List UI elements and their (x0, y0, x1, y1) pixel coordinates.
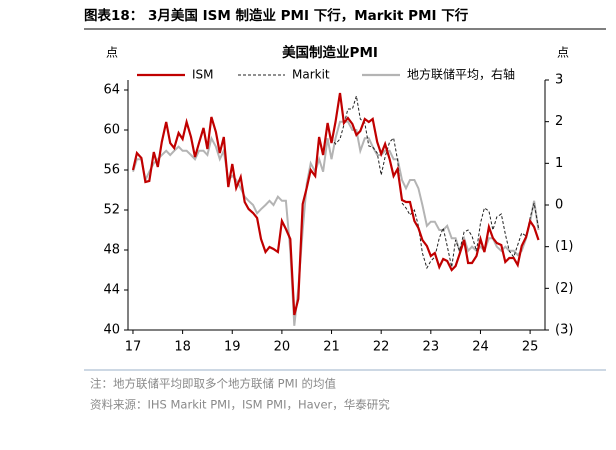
y-tick-label: 48 (103, 243, 120, 258)
x-tick-label: 23 (423, 340, 440, 355)
x-tick-label: 21 (323, 340, 340, 355)
y-unit: 点 (106, 46, 118, 60)
y-tick-label: 64 (103, 83, 120, 98)
y-tick-label: 60 (103, 123, 120, 138)
legend-label: 地方联储平均，右轴 (407, 67, 515, 82)
y-tick-label: 44 (103, 283, 120, 298)
y-tick-label: 56 (103, 163, 120, 178)
x-tick-label: 18 (174, 340, 191, 355)
y2-tick-label: 0 (555, 198, 563, 213)
x-tick-label: 17 (125, 340, 142, 355)
x-tick-label: 25 (522, 340, 539, 355)
x-tick-label: 24 (472, 340, 489, 355)
legend-label: ISM (192, 68, 214, 82)
y-tick-label: 52 (103, 203, 120, 218)
x-tick-label: 19 (224, 340, 241, 355)
y2-unit: 点 (557, 46, 569, 60)
chart-title: 美国制造业PMI (282, 44, 378, 61)
series-line (131, 92, 540, 316)
y2-tick-label: (2) (555, 281, 573, 296)
header-title: 图表18： 3月美国 ISM 制造业 PMI 下行，Markit PMI 下行 (84, 7, 469, 24)
y2-tick-label: 3 (555, 73, 563, 88)
note: 注：地方联储平均即取多个地方联储 PMI 的均值 (90, 377, 337, 391)
source: 资料来源：IHS Markit PMI，ISM PMI，Haver，华泰研究 (90, 398, 390, 412)
y-tick-label: 40 (103, 323, 120, 338)
x-tick-label: 22 (373, 340, 390, 355)
x-tick-label: 20 (274, 340, 291, 355)
series-line (331, 95, 539, 270)
y2-tick-label: 2 (555, 114, 563, 129)
series-line (132, 120, 540, 326)
y2-tick-label: 1 (555, 156, 563, 171)
y2-tick-label: (1) (555, 239, 573, 254)
legend-label: Markit (292, 68, 330, 82)
y2-tick-label: (3) (555, 323, 573, 338)
